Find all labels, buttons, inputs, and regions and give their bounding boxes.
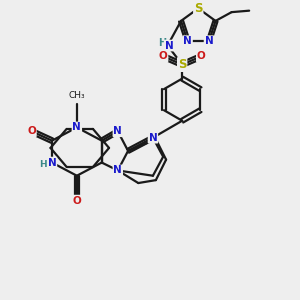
Text: S: S: [178, 58, 186, 71]
Text: N: N: [183, 36, 192, 46]
Text: H: H: [158, 38, 166, 48]
Text: N: N: [165, 40, 173, 50]
Text: N: N: [73, 122, 81, 133]
Text: S: S: [194, 2, 202, 15]
Text: N: N: [113, 126, 122, 136]
Text: O: O: [73, 196, 81, 206]
Text: N: N: [113, 166, 122, 176]
Text: N: N: [48, 158, 56, 168]
Text: O: O: [159, 51, 167, 62]
Text: H: H: [39, 160, 47, 169]
Text: CH₃: CH₃: [68, 91, 85, 100]
Text: O: O: [27, 126, 36, 136]
Text: N: N: [148, 133, 157, 143]
Text: N: N: [205, 36, 213, 46]
Text: O: O: [197, 51, 206, 62]
